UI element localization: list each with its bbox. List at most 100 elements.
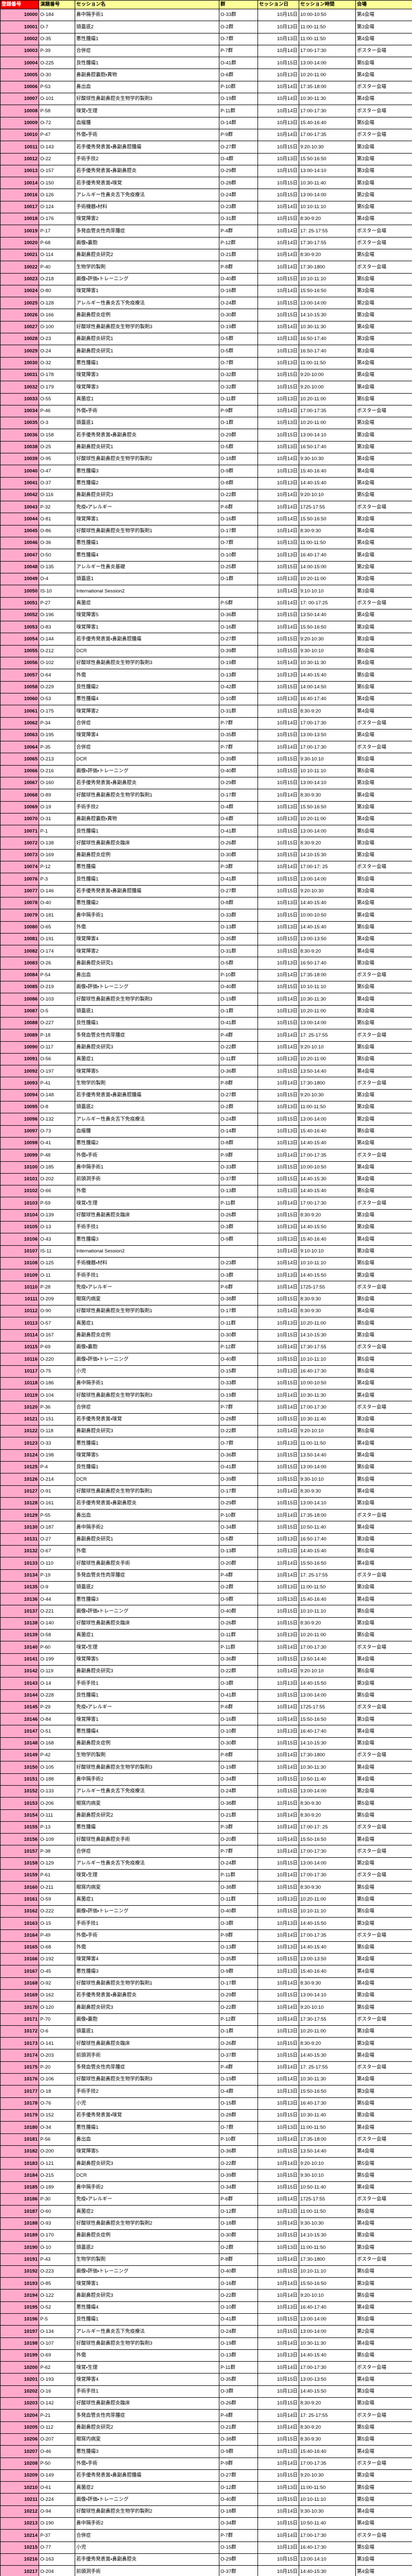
- table-row[interactable]: 10114 O-167 鼻副鼻腔炎症例 O-30群 10月15日 14:10-15:30 第…: [0, 1329, 412, 1342]
- session-name-cell[interactable]: 悪性腫瘍3: [75, 465, 219, 478]
- group-cell[interactable]: O-3群: [219, 1917, 258, 1930]
- session-date-cell[interactable]: 10月15日: [258, 8, 299, 22]
- session-name-cell[interactable]: 鼻副鼻腔炎症例: [75, 849, 219, 862]
- session-time-cell[interactable]: 14:40-15:50: [299, 1917, 356, 1930]
- group-cell[interactable]: P-7群: [219, 2529, 258, 2542]
- session-time-cell[interactable]: 10:20-11:00: [299, 2025, 356, 2038]
- session-time-cell[interactable]: 13:50-14:40: [299, 1449, 356, 1462]
- session-time-cell[interactable]: 10:00-10:50: [299, 8, 356, 22]
- session-time-cell[interactable]: 13:50-14:40: [299, 608, 356, 622]
- registration-number-cell[interactable]: 10023: [0, 273, 39, 285]
- table-row[interactable]: 10183 O-121 鼻副鼻腔炎研究3 O-22群 10月14日 9:20-10:10 第…: [0, 2157, 412, 2170]
- venue-cell[interactable]: ポスター会場: [355, 1929, 412, 1942]
- registration-number-cell[interactable]: 10095: [0, 1101, 39, 1114]
- abstract-number-cell[interactable]: O-81: [39, 513, 75, 526]
- registration-number-cell[interactable]: 10020: [0, 236, 39, 249]
- registration-number-cell[interactable]: 10209: [0, 2469, 39, 2482]
- session-date-cell[interactable]: 10月14日: [258, 2421, 299, 2434]
- registration-number-cell[interactable]: 10198: [0, 2337, 39, 2350]
- table-row[interactable]: 10080 O-65 外傷 O-13群 10月13日 14:40-15:40 第5会場: [0, 921, 412, 934]
- abstract-number-cell[interactable]: O-192: [39, 1953, 75, 1966]
- session-name-cell[interactable]: 若手優秀発表賞・鼻副鼻腔腫瘍: [75, 141, 219, 154]
- session-name-cell[interactable]: 外傷・手術: [75, 2457, 219, 2470]
- abstract-number-cell[interactable]: O-148: [39, 1089, 75, 1102]
- abstract-number-cell[interactable]: O-72: [39, 116, 75, 129]
- group-cell[interactable]: P-3群: [219, 861, 258, 874]
- session-name-cell[interactable]: 若手優秀発表賞・嗅覚: [75, 2109, 219, 2122]
- group-cell[interactable]: O-24群: [219, 1113, 258, 1126]
- session-time-cell[interactable]: 17:00-17:35: [299, 1929, 356, 1942]
- session-time-cell[interactable]: 10:30-11:30: [299, 320, 356, 334]
- venue-cell[interactable]: 第4会場: [355, 945, 412, 958]
- venue-cell[interactable]: 第3会場: [355, 2229, 412, 2242]
- table-row[interactable]: 10020 P-68 画像・嚢胞 P-12群 10月14日 17:30-17:55 ポスター…: [0, 236, 412, 249]
- group-cell[interactable]: O-5群: [219, 1533, 258, 1546]
- group-cell[interactable]: O-25群: [219, 561, 258, 573]
- group-cell[interactable]: O-4群: [219, 2085, 258, 2098]
- registration-number-cell[interactable]: 10184: [0, 2169, 39, 2182]
- group-cell[interactable]: P-4群: [219, 1029, 258, 1042]
- table-row[interactable]: 10204 P-21 多発血管炎性肉芽腫症 P-4群 10月14日 17: 25-17:5…: [0, 2409, 412, 2422]
- session-date-cell[interactable]: 10月15日: [258, 1953, 299, 1966]
- session-time-cell[interactable]: 17:00-17:30: [299, 717, 356, 730]
- registration-number-cell[interactable]: 10035: [0, 417, 39, 430]
- registration-number-cell[interactable]: 10034: [0, 404, 39, 418]
- session-time-cell[interactable]: 17:35-18:00: [299, 2133, 356, 2146]
- session-name-cell[interactable]: 生物学的製剤: [75, 261, 219, 274]
- session-name-cell[interactable]: 鼻中隔手術2: [75, 2181, 219, 2194]
- group-cell[interactable]: O-9群: [219, 1593, 258, 1606]
- session-name-cell[interactable]: 鼻副鼻腔炎症例: [75, 1737, 219, 1750]
- session-name-cell[interactable]: 悪性腫瘍2: [75, 477, 219, 489]
- registration-number-cell[interactable]: 10215: [0, 2541, 39, 2554]
- session-date-cell[interactable]: 10月15日: [258, 2169, 299, 2182]
- session-date-cell[interactable]: 10月15日: [258, 776, 299, 790]
- session-name-cell[interactable]: 血瘤腫: [75, 116, 219, 129]
- session-name-cell[interactable]: 悪性腫瘍2: [75, 896, 219, 910]
- group-cell[interactable]: O-27群: [219, 633, 258, 646]
- abstract-number-cell[interactable]: P-40: [39, 261, 75, 274]
- venue-cell[interactable]: 第5会場: [355, 1881, 412, 1894]
- session-time-cell[interactable]: 14:40-15:40: [299, 921, 356, 934]
- group-cell[interactable]: O-5群: [219, 345, 258, 358]
- abstract-number-cell[interactable]: O-227: [39, 1016, 75, 1030]
- session-time-cell[interactable]: 9:10-10:10: [299, 1245, 356, 1258]
- session-name-cell[interactable]: 若手優秀発表賞・鼻副鼻腔腫瘍: [75, 1089, 219, 1102]
- session-name-cell[interactable]: 前頭洞手術: [75, 1173, 219, 1186]
- session-name-cell[interactable]: 若手優秀発表賞・鼻副鼻腔炎: [75, 776, 219, 790]
- registration-number-cell[interactable]: 10122: [0, 1425, 39, 1438]
- session-name-cell[interactable]: 良性腫瘍2: [75, 681, 219, 693]
- registration-number-cell[interactable]: 10108: [0, 1257, 39, 1270]
- group-cell[interactable]: O-29群: [219, 429, 258, 442]
- registration-number-cell[interactable]: 10158: [0, 1857, 39, 1870]
- table-row[interactable]: 10169 O-162 若手優秀発表賞・鼻副鼻腔炎 O-29群 10月15日 13:00-…: [0, 1989, 412, 2002]
- session-time-cell[interactable]: 11:00-11:50: [299, 32, 356, 45]
- registration-number-cell[interactable]: 10031: [0, 368, 39, 382]
- session-name-cell[interactable]: 真菌症2: [75, 2205, 219, 2218]
- abstract-number-cell[interactable]: O-207: [39, 2433, 75, 2446]
- table-row[interactable]: 10126 O-214 DCR O-39群 10月15日 9:30-10:10 第5会場: [0, 1473, 412, 1486]
- group-cell[interactable]: O-13群: [219, 1941, 258, 1954]
- abstract-number-cell[interactable]: O-185: [39, 1161, 75, 1174]
- session-date-cell[interactable]: 10月14日: [258, 1341, 299, 1354]
- registration-number-cell[interactable]: 10008: [0, 105, 39, 117]
- session-time-cell[interactable]: 11:00-11:50: [299, 2481, 356, 2494]
- venue-cell[interactable]: 第5会場: [355, 488, 412, 502]
- table-row[interactable]: 10049 O-4 頭蓋底1 O-1群 10月13日 10:20-11:00 第3会場: [0, 572, 412, 586]
- session-time-cell[interactable]: 17:00-17:35: [299, 1149, 356, 1162]
- registration-number-cell[interactable]: 10046: [0, 537, 39, 550]
- session-name-cell[interactable]: アレルギー性鼻炎舌下免疫療法: [75, 189, 219, 201]
- registration-number-cell[interactable]: 10213: [0, 2517, 39, 2530]
- venue-cell[interactable]: 第4会場: [355, 2181, 412, 2194]
- venue-cell[interactable]: ポスター会場: [355, 597, 412, 609]
- venue-cell[interactable]: 第3会場: [355, 633, 412, 646]
- abstract-number-cell[interactable]: O-109: [39, 1833, 75, 1846]
- venue-cell[interactable]: ポスター会場: [355, 2061, 412, 2074]
- session-time-cell[interactable]: 14:10-15:30: [299, 1329, 356, 1342]
- table-row[interactable]: 10188 O-93 好酸球性鼻副鼻腔炎生物学的製剤2 O-18群 10月14日 9:30…: [0, 2217, 412, 2230]
- session-time-cell[interactable]: 14:40-15:30: [299, 1173, 356, 1186]
- session-date-cell[interactable]: 10月13日: [258, 1221, 299, 1234]
- group-cell[interactable]: O-29群: [219, 1989, 258, 2002]
- abstract-number-cell[interactable]: O-215: [39, 2169, 75, 2182]
- abstract-number-cell[interactable]: IS-10: [39, 585, 75, 598]
- group-cell[interactable]: O-16群: [219, 2277, 258, 2290]
